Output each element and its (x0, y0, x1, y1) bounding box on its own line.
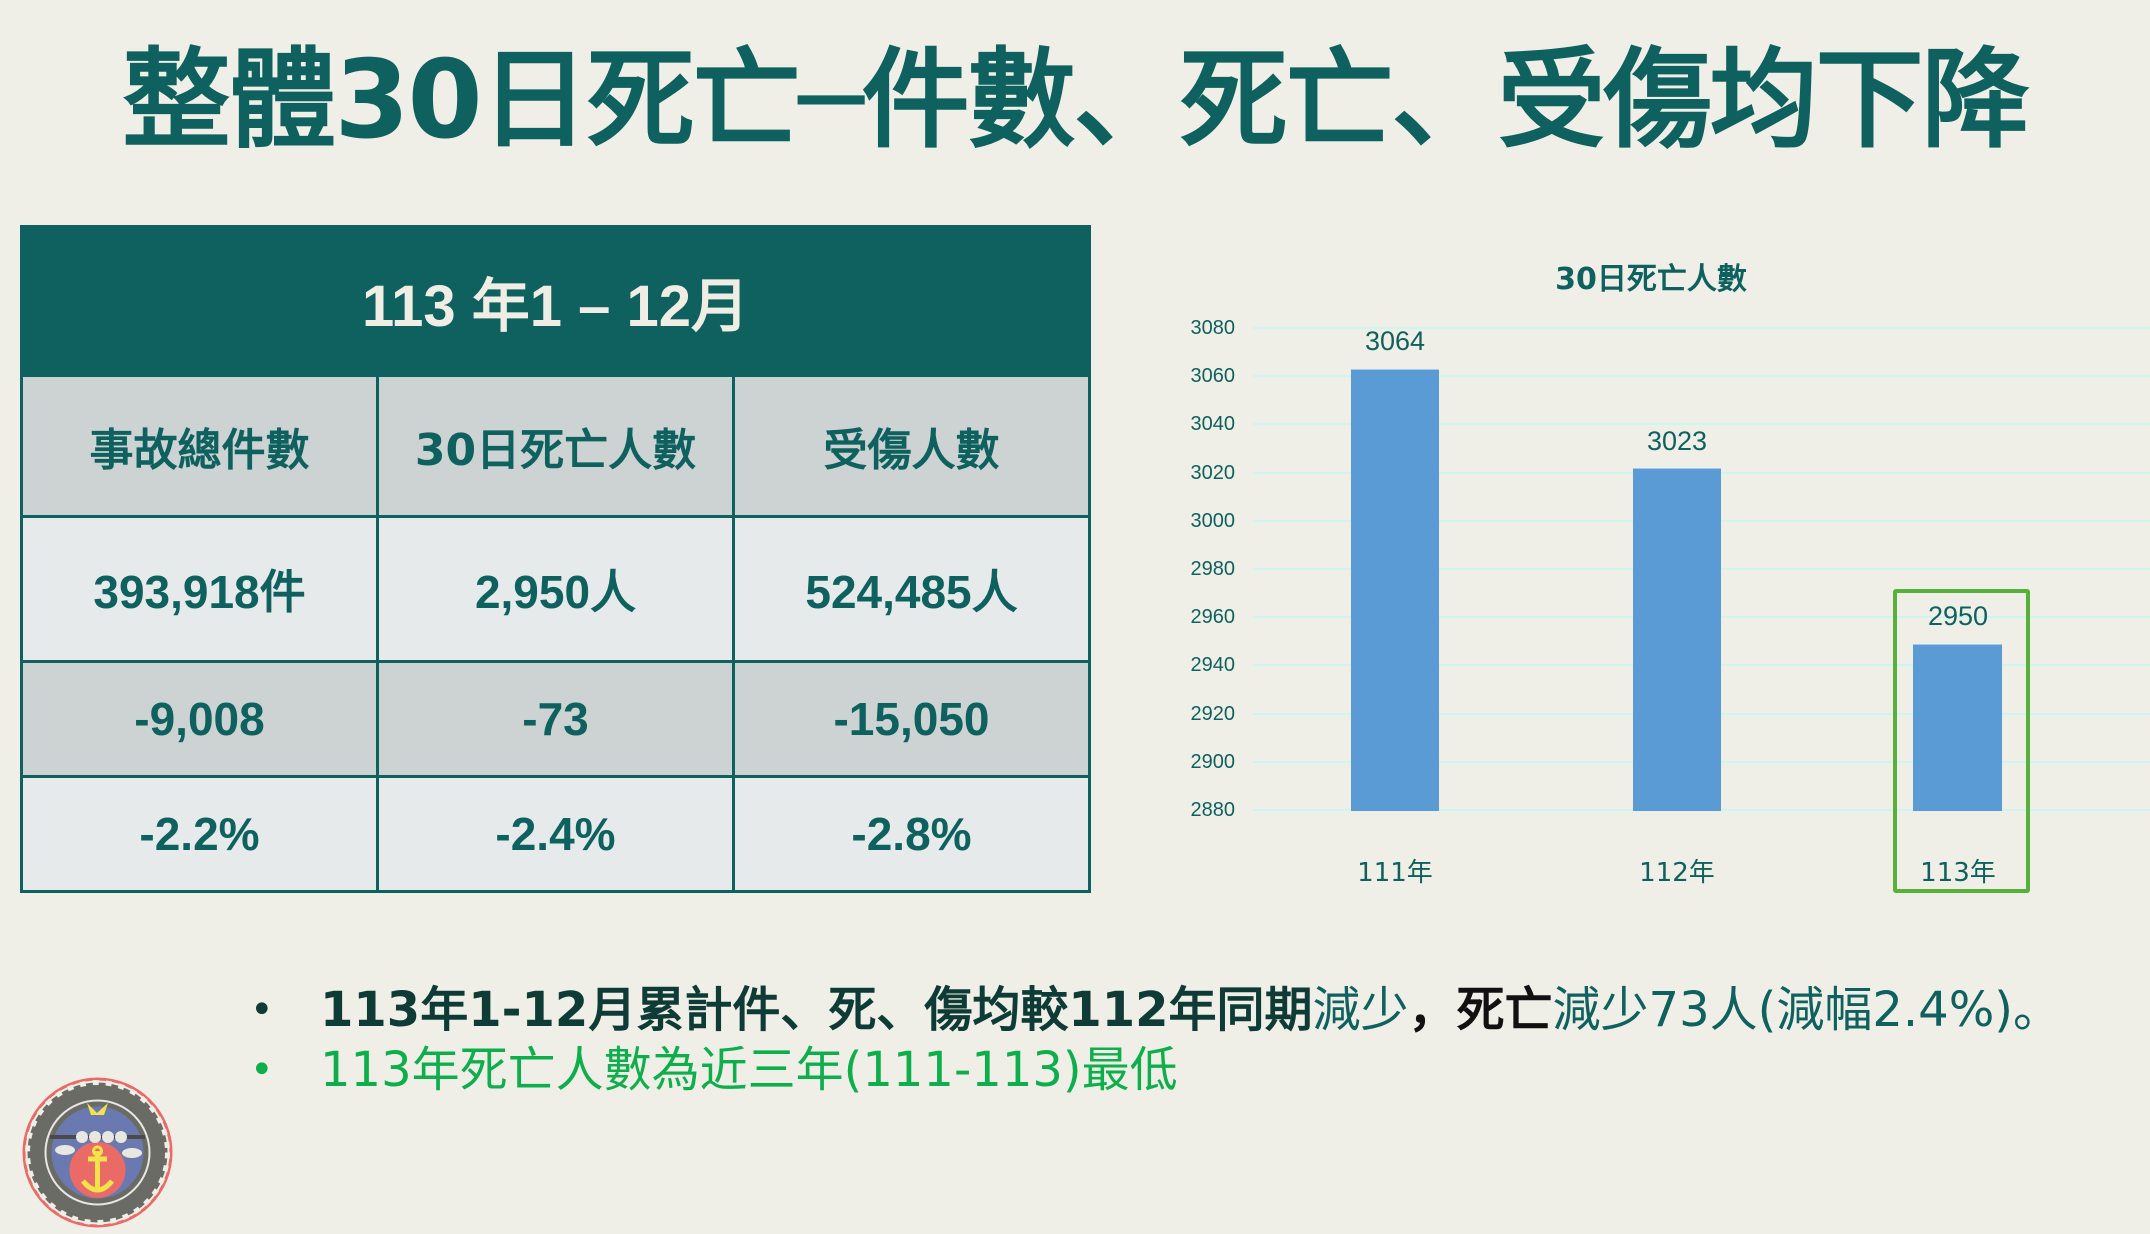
column-header-accidents: 事故總件數 (89, 425, 310, 476)
y-tick: 2960 (1190, 606, 1236, 628)
y-tick: 2900 (1190, 751, 1236, 773)
bullet-text-segment: 減少73人(減幅2.4%) (1552, 982, 2014, 1038)
gridline (1253, 375, 2150, 377)
y-tick: 3040 (1190, 413, 1236, 435)
value-accidents: 393,918件 (20, 515, 379, 663)
bullet-text-segment: 減少 (1312, 982, 1409, 1038)
highlight-box-113 (1893, 589, 2030, 893)
y-tick: 3080 (1190, 317, 1236, 339)
bar-value-label: 2950 (1927, 601, 1989, 631)
change-deaths: -73 (376, 660, 735, 778)
table-row: 393,918件 2,950人 524,485人 (20, 515, 1091, 663)
gridline (1253, 423, 2150, 425)
bullet-item: • 113年死亡人數為近三年(111-113)最低 (250, 1040, 2150, 1100)
bar-value-label: 3064 (1364, 326, 1426, 356)
police-emblem-icon (20, 1075, 175, 1230)
change-pct-deaths: -2.4% (376, 775, 735, 893)
column-header: 事故總件數 (20, 374, 379, 518)
page-title: 整體30日死亡─件數、死亡、受傷均下降 (122, 38, 2029, 163)
table-row: -2.2% -2.4% -2.8% (20, 775, 1091, 893)
x-category-label: 111年 (1357, 858, 1433, 888)
bullet-marker: • (250, 987, 274, 1033)
x-category-label: 113年 (1920, 858, 1996, 888)
column-header: 受傷人數 (732, 374, 1091, 518)
y-tick: 3020 (1190, 462, 1236, 484)
y-tick: 3060 (1190, 365, 1236, 387)
value-deaths: 2,950人 (376, 515, 735, 663)
column-header-injuries: 受傷人數 (823, 425, 1000, 476)
y-tick: 2980 (1190, 558, 1236, 580)
statistics-table: 113 年1 – 12月 事故總件數 30日死亡人數 受傷人數 393,918件… (20, 225, 1091, 893)
y-tick: 2920 (1190, 703, 1236, 725)
bar-value-label: 3023 (1646, 426, 1708, 456)
column-header: 30日死亡人數 (376, 374, 735, 518)
bullet-text-segment: ，死亡 (1408, 982, 1553, 1038)
deaths-bar-chart: 30日死亡人數 3080 3060 3040 3020 3000 2980 29… (1150, 240, 2150, 900)
y-tick: 2880 (1190, 799, 1236, 821)
bullet-text-segment: 113年1-12月累計件、死、傷均較112年同期 (320, 982, 1313, 1038)
change-injuries: -15,050 (732, 660, 1091, 778)
column-header-deaths: 30日死亡人數 (414, 425, 697, 476)
bullet-text: 113年死亡人數為近三年(111-113)最低 (320, 1042, 1178, 1098)
y-tick: 3000 (1190, 510, 1236, 532)
summary-bullets: • 113年1-12月累計件、死、傷均較112年同期減少，死亡減少73人(減幅2… (250, 980, 2150, 1100)
bullet-item: • 113年1-12月累計件、死、傷均較112年同期減少，死亡減少73人(減幅2… (250, 980, 2150, 1040)
y-tick: 2940 (1190, 654, 1236, 676)
bar-111 (1351, 369, 1439, 811)
table-row: -9,008 -73 -15,050 (20, 660, 1091, 778)
gridline (1253, 327, 2150, 329)
bullet-marker: • (250, 1047, 274, 1093)
bar-113 (1913, 644, 2002, 811)
value-injuries: 524,485人 (732, 515, 1091, 663)
period-header: 113 年1 – 12月 (20, 225, 1091, 377)
change-pct-accidents: -2.2% (20, 775, 379, 893)
change-accidents: -9,008 (20, 660, 379, 778)
table-period-header-row: 113 年1 – 12月 (20, 225, 1091, 377)
bar-112 (1633, 468, 1721, 811)
x-category-label: 112年 (1639, 858, 1715, 888)
bullet-text-segment: 。 (2013, 982, 2062, 1038)
table-column-header-row: 事故總件數 30日死亡人數 受傷人數 (20, 374, 1091, 518)
chart-title: 30日死亡人數 (1555, 262, 1747, 297)
change-pct-injuries: -2.8% (732, 775, 1091, 893)
